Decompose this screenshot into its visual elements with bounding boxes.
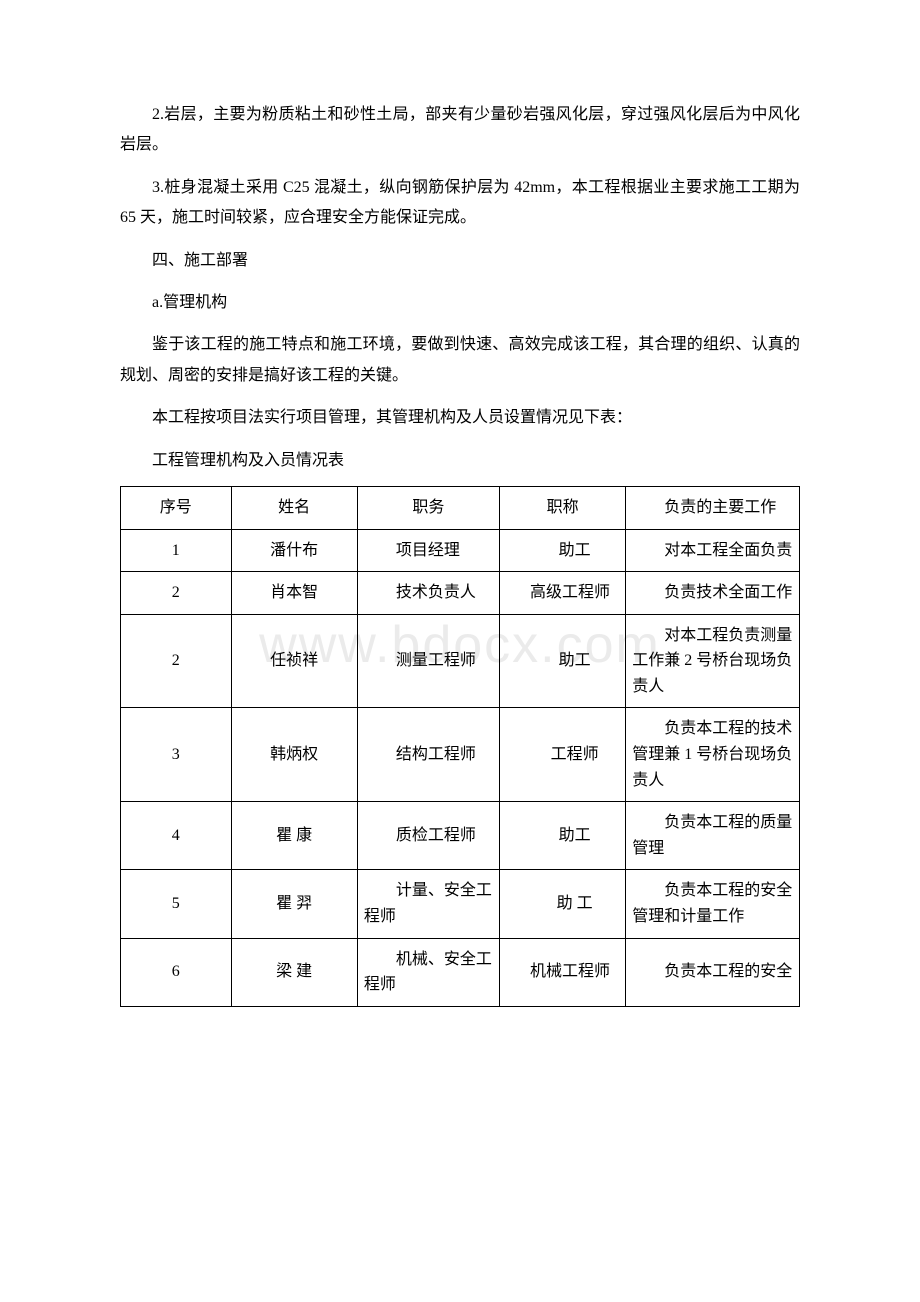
paragraph-project-management: 本工程按项目法实行项目管理，其管理机构及人员设置情况见下表：: [120, 403, 800, 433]
cell-seq: 2: [121, 572, 232, 615]
cell-position: 技术负责人: [357, 572, 499, 615]
table-header-row: 序号 姓名 职务 职称 负责的主要工作: [121, 486, 800, 529]
cell-responsibility: 对本工程负责测量工作兼 2 号桥台现场负责人: [626, 614, 800, 708]
cell-title: 助 工: [499, 870, 625, 938]
cell-responsibility: 负责本工程的安全: [626, 938, 800, 1006]
cell-name: 潘什布: [231, 529, 357, 572]
cell-name: 肖本智: [231, 572, 357, 615]
cell-name: 韩炳权: [231, 708, 357, 802]
cell-title: 助工: [499, 529, 625, 572]
header-sequence: 序号: [121, 486, 232, 529]
subsection-title-management: a.管理机构: [120, 288, 800, 318]
cell-name: 瞿 康: [231, 802, 357, 870]
cell-position: 质检工程师: [357, 802, 499, 870]
cell-seq: 2: [121, 614, 232, 708]
personnel-table: 序号 姓名 职务 职称 负责的主要工作 1 潘什布 项目经理 助工 对本工程全面…: [120, 486, 800, 1007]
cell-title: 机械工程师: [499, 938, 625, 1006]
cell-seq: 4: [121, 802, 232, 870]
table-row: 3 韩炳权 结构工程师 工程师 负责本工程的技术管理兼 1 号桥台现场负责人: [121, 708, 800, 802]
header-position: 职务: [357, 486, 499, 529]
cell-position: 测量工程师: [357, 614, 499, 708]
table-row: 6 梁 建 机械、安全工程师 机械工程师 负责本工程的安全: [121, 938, 800, 1006]
cell-name: 梁 建: [231, 938, 357, 1006]
table-row: 1 潘什布 项目经理 助工 对本工程全面负责: [121, 529, 800, 572]
cell-name: 任祯祥: [231, 614, 357, 708]
cell-responsibility: 负责本工程的技术管理兼 1 号桥台现场负责人: [626, 708, 800, 802]
table-caption: 工程管理机构及入员情况表: [120, 446, 800, 476]
cell-name: 瞿 羿: [231, 870, 357, 938]
cell-seq: 3: [121, 708, 232, 802]
cell-responsibility: 负责技术全面工作: [626, 572, 800, 615]
header-name: 姓名: [231, 486, 357, 529]
paragraph-concrete: 3.桩身混凝土采用 C25 混凝土，纵向钢筋保护层为 42mm，本工程根据业主要…: [120, 173, 800, 234]
document-content: 2.岩层，主要为粉质粘土和砂性土局，部夹有少量砂岩强风化层，穿过强风化层后为中风…: [120, 100, 800, 1007]
table-row: 2 任祯祥 测量工程师 助工 对本工程负责测量工作兼 2 号桥台现场负责人: [121, 614, 800, 708]
cell-title: 工程师: [499, 708, 625, 802]
cell-seq: 6: [121, 938, 232, 1006]
cell-position: 项目经理: [357, 529, 499, 572]
cell-title: 高级工程师: [499, 572, 625, 615]
cell-position: 结构工程师: [357, 708, 499, 802]
cell-responsibility: 负责本工程的质量管理: [626, 802, 800, 870]
table-row: 5 瞿 羿 计量、安全工程师 助 工 负责本工程的安全管理和计量工作: [121, 870, 800, 938]
header-responsibility: 负责的主要工作: [626, 486, 800, 529]
cell-title: 助工: [499, 802, 625, 870]
section-title-construction: 四、施工部署: [120, 246, 800, 276]
cell-position: 机械、安全工程师: [357, 938, 499, 1006]
cell-responsibility: 对本工程全面负责: [626, 529, 800, 572]
cell-seq: 1: [121, 529, 232, 572]
paragraph-project-characteristics: 鉴于该工程的施工特点和施工环境，要做到快速、高效完成该工程，其合理的组织、认真的…: [120, 330, 800, 391]
table-row: 2 肖本智 技术负责人 高级工程师 负责技术全面工作: [121, 572, 800, 615]
table-row: 4 瞿 康 质检工程师 助工 负责本工程的质量管理: [121, 802, 800, 870]
header-title: 职称: [499, 486, 625, 529]
cell-title: 助工: [499, 614, 625, 708]
cell-position: 计量、安全工程师: [357, 870, 499, 938]
cell-seq: 5: [121, 870, 232, 938]
paragraph-rock-layer: 2.岩层，主要为粉质粘土和砂性土局，部夹有少量砂岩强风化层，穿过强风化层后为中风…: [120, 100, 800, 161]
cell-responsibility: 负责本工程的安全管理和计量工作: [626, 870, 800, 938]
